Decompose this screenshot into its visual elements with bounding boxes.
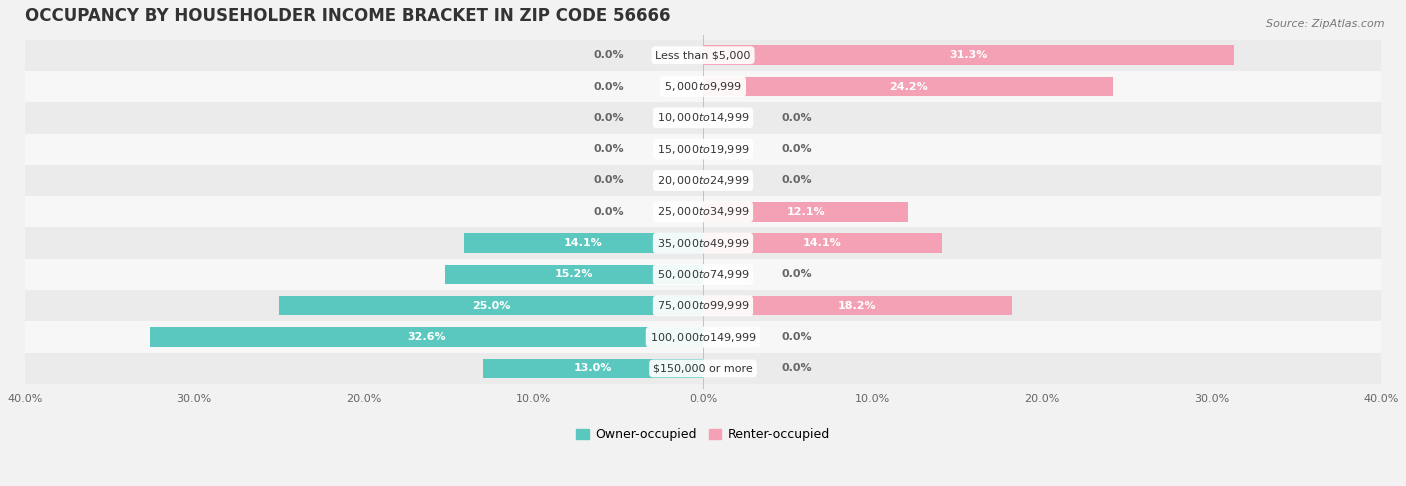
- Bar: [25, 196, 1381, 227]
- Legend: Owner-occupied, Renter-occupied: Owner-occupied, Renter-occupied: [571, 423, 835, 446]
- Bar: [464, 233, 703, 253]
- Text: 0.0%: 0.0%: [782, 269, 813, 279]
- Text: 14.1%: 14.1%: [564, 238, 603, 248]
- Text: $100,000 to $149,999: $100,000 to $149,999: [650, 330, 756, 344]
- Bar: [25, 321, 1381, 353]
- Text: $10,000 to $14,999: $10,000 to $14,999: [657, 111, 749, 124]
- Text: 12.1%: 12.1%: [786, 207, 825, 217]
- Text: 0.0%: 0.0%: [593, 82, 624, 91]
- Text: $20,000 to $24,999: $20,000 to $24,999: [657, 174, 749, 187]
- Bar: [703, 77, 1114, 96]
- Text: 24.2%: 24.2%: [889, 82, 928, 91]
- Text: $75,000 to $99,999: $75,000 to $99,999: [657, 299, 749, 312]
- Text: 0.0%: 0.0%: [593, 207, 624, 217]
- Bar: [150, 328, 703, 347]
- Text: 0.0%: 0.0%: [782, 144, 813, 154]
- Bar: [25, 102, 1381, 134]
- Bar: [25, 290, 1381, 321]
- Bar: [703, 202, 908, 222]
- Bar: [25, 227, 1381, 259]
- Text: 0.0%: 0.0%: [593, 50, 624, 60]
- Bar: [25, 165, 1381, 196]
- Text: 31.3%: 31.3%: [949, 50, 987, 60]
- Text: $15,000 to $19,999: $15,000 to $19,999: [657, 143, 749, 156]
- Bar: [25, 71, 1381, 102]
- Text: 13.0%: 13.0%: [574, 364, 612, 373]
- Bar: [482, 359, 703, 378]
- Text: $5,000 to $9,999: $5,000 to $9,999: [664, 80, 742, 93]
- Text: 0.0%: 0.0%: [593, 113, 624, 123]
- Bar: [703, 46, 1234, 65]
- Text: $150,000 or more: $150,000 or more: [654, 364, 752, 373]
- Text: 14.1%: 14.1%: [803, 238, 842, 248]
- Text: 0.0%: 0.0%: [782, 113, 813, 123]
- Bar: [25, 134, 1381, 165]
- Text: 15.2%: 15.2%: [555, 269, 593, 279]
- Text: 0.0%: 0.0%: [782, 364, 813, 373]
- Bar: [703, 233, 942, 253]
- Bar: [446, 265, 703, 284]
- Text: 0.0%: 0.0%: [782, 175, 813, 186]
- Bar: [25, 39, 1381, 71]
- Text: $25,000 to $34,999: $25,000 to $34,999: [657, 205, 749, 218]
- Text: Less than $5,000: Less than $5,000: [655, 50, 751, 60]
- Text: Source: ZipAtlas.com: Source: ZipAtlas.com: [1267, 19, 1385, 30]
- Text: 0.0%: 0.0%: [593, 144, 624, 154]
- Text: 0.0%: 0.0%: [593, 175, 624, 186]
- Bar: [278, 296, 703, 315]
- Bar: [25, 259, 1381, 290]
- Text: OCCUPANCY BY HOUSEHOLDER INCOME BRACKET IN ZIP CODE 56666: OCCUPANCY BY HOUSEHOLDER INCOME BRACKET …: [25, 7, 671, 25]
- Bar: [25, 353, 1381, 384]
- Text: 0.0%: 0.0%: [782, 332, 813, 342]
- Bar: [703, 296, 1012, 315]
- Text: 25.0%: 25.0%: [472, 301, 510, 311]
- Text: $50,000 to $74,999: $50,000 to $74,999: [657, 268, 749, 281]
- Text: $35,000 to $49,999: $35,000 to $49,999: [657, 237, 749, 250]
- Text: 32.6%: 32.6%: [408, 332, 446, 342]
- Text: 18.2%: 18.2%: [838, 301, 877, 311]
